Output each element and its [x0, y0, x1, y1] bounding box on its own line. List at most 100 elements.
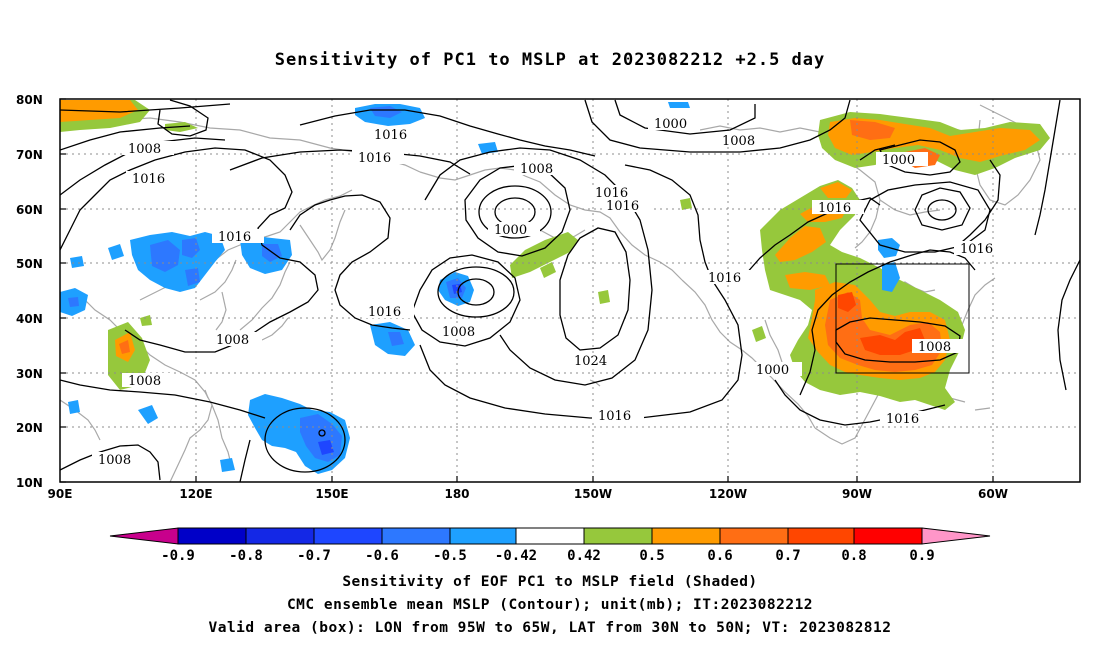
svg-text:1024: 1024 [574, 354, 607, 369]
svg-text:1016: 1016 [598, 409, 631, 424]
colorbar-label: -0.6 [365, 548, 399, 564]
lat-label: 20N [16, 421, 43, 435]
colorbar-label: -0.7 [297, 548, 331, 564]
caption-shading: Sensitivity of EOF PC1 to MSLP field (Sh… [342, 574, 758, 590]
svg-text:1008: 1008 [216, 333, 249, 348]
colorbar-swatch [177, 527, 247, 545]
latitude-labels: 80N 70N 60N 50N 40N 30N 20N 10N [16, 93, 43, 490]
lon-label: 120E [179, 487, 212, 501]
colorbar-label: 0.7 [775, 548, 800, 564]
svg-text:1008: 1008 [918, 340, 951, 355]
lon-label: 60W [978, 487, 1008, 501]
contour-label: 1008 [514, 161, 566, 177]
mslp-contours [60, 99, 1080, 482]
svg-text:1000: 1000 [756, 363, 789, 378]
colorbar-swatch [515, 527, 585, 545]
svg-text:1016: 1016 [886, 412, 919, 427]
contour-label: 1016 [352, 150, 404, 166]
colorbar-cap-low [109, 527, 179, 545]
contour-label: 1008 [912, 339, 964, 355]
colorbar-cap-high [921, 527, 991, 545]
svg-text:1008: 1008 [520, 162, 553, 177]
lon-label: 120W [709, 487, 747, 501]
lon-label: 90E [48, 487, 73, 501]
svg-text:1000: 1000 [654, 117, 687, 132]
graticule [60, 99, 1080, 482]
contour-label: 1016 [362, 304, 414, 320]
svg-text:1008: 1008 [128, 142, 161, 157]
colorbar-label: -0.5 [433, 548, 467, 564]
contour-label: 1008 [436, 324, 488, 340]
lon-label: 90W [842, 487, 872, 501]
contour-label: 1000 [876, 152, 928, 168]
svg-text:1008: 1008 [98, 453, 131, 468]
contour-label: 1000 [648, 116, 700, 132]
contour-label: 1024 [568, 353, 620, 369]
svg-text:1000: 1000 [882, 153, 915, 168]
colorbar-swatch [449, 527, 517, 545]
contour-label: 1008 [122, 141, 174, 157]
lat-label: 40N [16, 312, 43, 326]
contour-label: 1016 [702, 270, 754, 286]
caption-valid-area: Valid area (box): LON from 95W to 65W, L… [208, 620, 892, 636]
colorbar-swatch [313, 527, 383, 545]
colorbar-label: -0.9 [161, 548, 195, 564]
svg-text:1000: 1000 [494, 223, 527, 238]
lon-label: 180 [444, 487, 469, 501]
colorbar-label: 0.8 [841, 548, 866, 564]
colorbar-label: 0.42 [567, 548, 601, 564]
map-frame [59, 98, 1081, 483]
lat-label: 60N [16, 203, 43, 217]
contour-label: 1016 [954, 241, 1006, 257]
svg-text:1016: 1016 [374, 128, 407, 143]
contour-label: 1016 [212, 229, 264, 245]
svg-text:1016: 1016 [132, 172, 165, 187]
colorbar-swatch [719, 527, 789, 545]
contour-label: 1008 [716, 133, 768, 149]
colorbar-swatch [651, 527, 721, 545]
lat-label: 50N [16, 257, 43, 271]
colorbar-label: 0.6 [707, 548, 732, 564]
svg-text:1016: 1016 [595, 186, 628, 201]
svg-text:1008: 1008 [128, 374, 161, 389]
colorbar-swatch [583, 527, 653, 545]
lat-label: 10N [16, 476, 43, 490]
contour-label: 1008 [210, 332, 262, 348]
lon-label: 150E [315, 487, 348, 501]
svg-text:1016: 1016 [818, 201, 851, 216]
svg-text:1008: 1008 [722, 134, 755, 149]
svg-text:1016: 1016 [606, 199, 639, 214]
colorbar-label: 0.9 [909, 548, 934, 564]
colorbar [109, 527, 991, 545]
colorbar-swatch [381, 527, 451, 545]
lat-label: 80N [16, 93, 43, 107]
contour-label: 1016 [880, 411, 932, 427]
contour-label: 1008 [122, 373, 174, 389]
contour-label: 1008 [92, 452, 144, 468]
svg-text:1016: 1016 [368, 305, 401, 320]
lat-label: 70N [16, 148, 43, 162]
contour-label: 1016 [368, 127, 420, 143]
contour-label-group: 1016 1008 1016 1016 1008 1016 1000 1008 … [92, 116, 1006, 468]
svg-text:1016: 1016 [960, 242, 993, 257]
lon-label: 150W [574, 487, 612, 501]
caption-contour: CMC ensemble mean MSLP (Contour); unit(m… [286, 597, 814, 613]
validation-box [835, 263, 970, 374]
colorbar-label: 0.5 [639, 548, 664, 564]
colorbar-labels: -0.9 -0.8 -0.7 -0.6 -0.5 -0.42 0.42 0.5 … [161, 548, 935, 564]
svg-text:1016: 1016 [358, 151, 391, 166]
contour-label: 1016 [589, 185, 639, 201]
svg-text:1016: 1016 [708, 271, 741, 286]
longitude-labels: 90E 120E 150E 180 150W 120W 90W 60W [48, 487, 1008, 501]
colorbar-swatch [245, 527, 315, 545]
tick-marks [60, 98, 994, 483]
contour-label: 1016 [812, 200, 864, 216]
colorbar-label: -0.42 [495, 548, 537, 564]
colorbar-swatch [853, 527, 923, 545]
lat-label: 30N [16, 367, 43, 381]
svg-text:1008: 1008 [442, 325, 475, 340]
colorbar-swatch [787, 527, 855, 545]
map-title: Sensitivity of PC1 to MSLP at 2023082212… [274, 50, 826, 70]
contour-label: 1000 [750, 362, 802, 378]
